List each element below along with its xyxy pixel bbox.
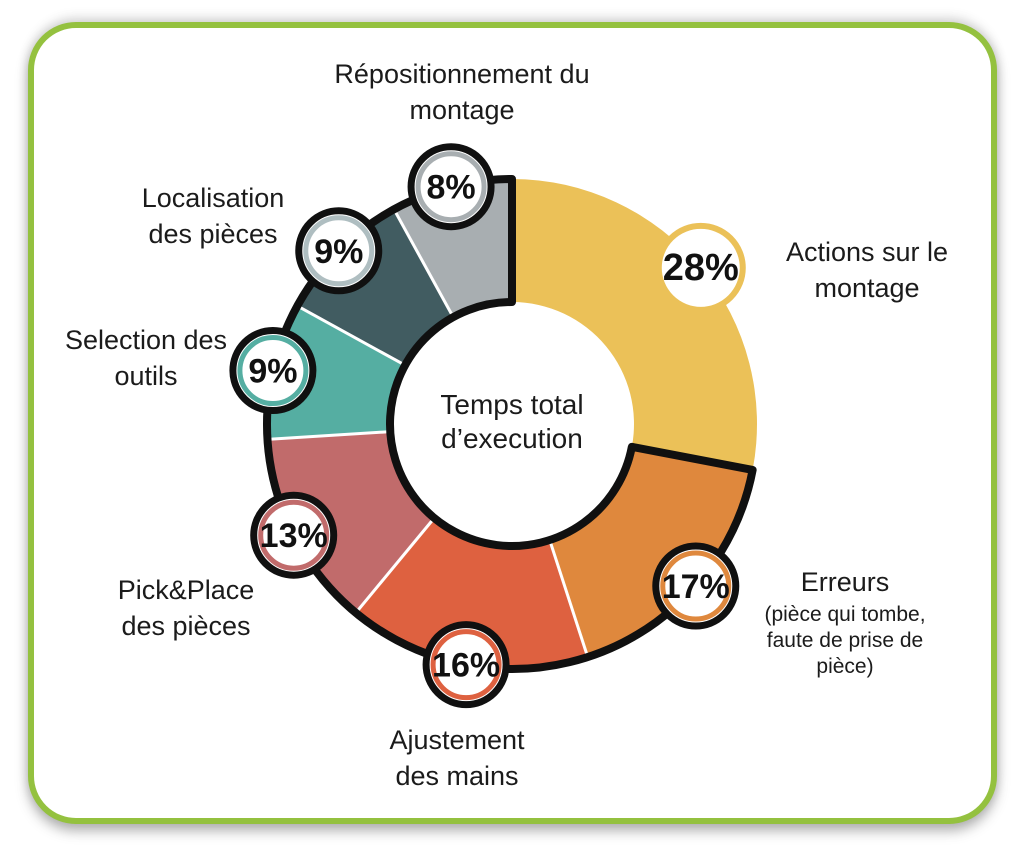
badge-label-ajustement-des-mains: 16% (432, 647, 500, 685)
slice-separator (548, 539, 590, 658)
donut-center-title: Temps total d’execution (440, 389, 584, 454)
badge-label-selection-des-outils: 9% (248, 353, 297, 391)
label-pickplace: Pick&Place des pièces (118, 572, 255, 644)
label-line: Répositionnement du (334, 59, 590, 89)
label-erreurs-note: (pièce qui tombe, faute de prise de pièc… (764, 603, 926, 678)
donut-outline (263, 175, 757, 673)
badge-ring-ajustement-des-mains (430, 629, 502, 701)
slice-ajustement-des-mains (355, 518, 588, 669)
label-line: Ajustement (389, 725, 525, 755)
label-line: montage (409, 95, 515, 125)
label-line: Localisation (141, 183, 285, 213)
badge-label-repositionnement-du-montage: 8% (427, 169, 476, 207)
slice-separator (267, 430, 391, 441)
label-erreurs: Erreurs (pièce qui tombe, faute de prise… (764, 564, 925, 680)
badge-label-erreurs: 17% (662, 568, 730, 606)
slice-separator (354, 517, 436, 614)
badge-label-pick-place-des-pieces: 13% (260, 517, 328, 555)
label-line: des mains (395, 761, 519, 791)
label-line: Actions sur le (785, 237, 949, 267)
badge-ring-selection-des-outils (237, 335, 309, 407)
badge-label-localisation-des-pieces: 9% (314, 233, 363, 271)
slice-erreurs (549, 446, 753, 658)
badge-ring-pick-place-des-pieces (258, 499, 330, 571)
label-line: des pièces (121, 611, 251, 641)
badge-ring-localisation-des-pieces (303, 215, 375, 287)
label-ajustement: Ajustement des mains (389, 722, 524, 794)
slice-separator (392, 208, 455, 318)
badge-ring-repositionnement-du-montage (415, 151, 487, 223)
label-line: Selection des (64, 325, 228, 355)
badge-ring-erreurs (660, 550, 732, 622)
label-line: Pick&Place (117, 575, 255, 605)
label-line: des pièces (148, 219, 278, 249)
slice-actions-sur-le-montage (512, 179, 758, 470)
slice-separator (296, 304, 406, 367)
label-erreurs-title: Erreurs (800, 567, 890, 597)
label-localisation: Localisation des pièces (142, 180, 285, 252)
chart-card (28, 22, 997, 824)
label-line: outils (114, 361, 178, 391)
label-actions: Actions sur le montage (786, 234, 948, 306)
label-selection: Selection des outils (65, 322, 227, 394)
label-repositionnement: Répositionnement du montage (334, 56, 589, 128)
label-line: montage (814, 273, 920, 303)
badge-actions-sur-le-montage (655, 222, 746, 313)
badge-label-actions-sur-le-montage: 28% (663, 247, 739, 289)
